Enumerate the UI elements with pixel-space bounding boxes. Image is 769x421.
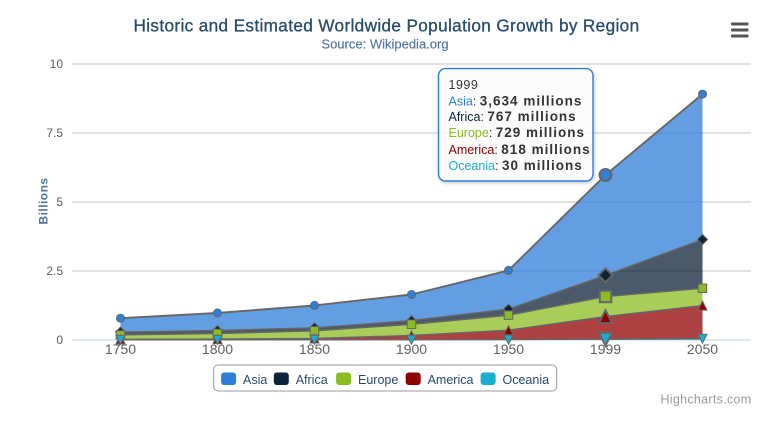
svg-text:Africa: Africa bbox=[296, 373, 328, 387]
svg-text:1750: 1750 bbox=[105, 341, 136, 357]
svg-text:Oceania: 30 millions: Oceania: 30 millions bbox=[449, 158, 583, 173]
svg-text:1999: 1999 bbox=[449, 78, 479, 92]
svg-text:1950: 1950 bbox=[493, 341, 524, 357]
svg-text:Africa: 767 millions: Africa: 767 millions bbox=[449, 109, 577, 124]
svg-text:2.5: 2.5 bbox=[46, 264, 63, 278]
svg-text:America: 818 millions: America: 818 millions bbox=[449, 142, 591, 157]
svg-text:1999: 1999 bbox=[590, 341, 621, 357]
svg-text:7.5: 7.5 bbox=[46, 126, 63, 140]
svg-text:Europe: Europe bbox=[358, 373, 398, 387]
svg-text:2050: 2050 bbox=[687, 341, 718, 357]
svg-text:Europe: 729 millions: Europe: 729 millions bbox=[449, 125, 586, 140]
svg-text:0: 0 bbox=[56, 333, 63, 347]
svg-text:America: America bbox=[428, 373, 474, 387]
svg-text:5: 5 bbox=[56, 195, 63, 209]
svg-text:Highcharts.com: Highcharts.com bbox=[660, 393, 751, 407]
svg-text:1900: 1900 bbox=[396, 341, 427, 357]
svg-text:Asia: Asia bbox=[243, 373, 267, 387]
svg-text:Source: Wikipedia.org: Source: Wikipedia.org bbox=[321, 37, 448, 52]
svg-text:Billions: Billions bbox=[37, 178, 51, 225]
svg-text:Historic and Estimated Worldwi: Historic and Estimated Worldwide Populat… bbox=[134, 16, 640, 36]
svg-text:Asia: 3,634 millions: Asia: 3,634 millions bbox=[449, 94, 583, 109]
svg-text:Oceania: Oceania bbox=[503, 373, 550, 387]
svg-text:1800: 1800 bbox=[202, 341, 233, 357]
svg-text:1850: 1850 bbox=[299, 341, 330, 357]
svg-text:10: 10 bbox=[50, 57, 64, 71]
